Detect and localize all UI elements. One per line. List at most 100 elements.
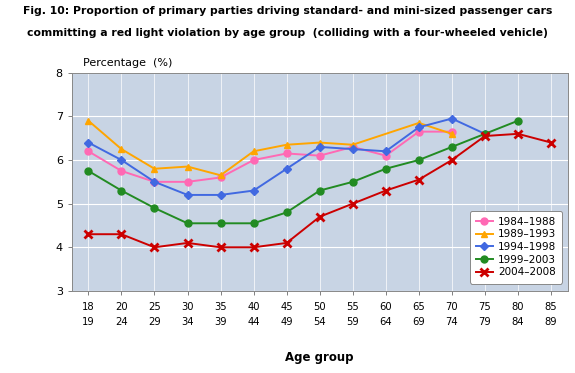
1994–1998 <box>448 116 455 121</box>
1994–1998 <box>217 193 224 197</box>
1994–1998 <box>85 140 92 145</box>
1984–1988 <box>448 129 455 134</box>
1994–1998 <box>349 147 356 151</box>
Text: 64: 64 <box>380 317 392 327</box>
Text: 54: 54 <box>313 317 326 327</box>
1999–2003 <box>382 166 389 171</box>
1999–2003 <box>85 169 92 173</box>
2004–2008 <box>415 178 422 182</box>
1994–1998 <box>382 149 389 154</box>
1989–1993 <box>448 132 455 136</box>
Legend: 1984–1988, 1989–1993, 1994–1998, 1999–2003, 2004–2008: 1984–1988, 1989–1993, 1994–1998, 1999–20… <box>470 211 562 283</box>
1989–1993 <box>118 147 125 151</box>
1999–2003 <box>481 132 488 136</box>
Text: 75: 75 <box>478 302 491 312</box>
Text: 19: 19 <box>82 317 95 327</box>
Text: 39: 39 <box>214 317 227 327</box>
Text: 80: 80 <box>512 302 524 312</box>
Text: 55: 55 <box>346 302 359 312</box>
1989–1993 <box>217 173 224 178</box>
Text: 24: 24 <box>115 317 128 327</box>
Text: 65: 65 <box>412 302 425 312</box>
Text: 18: 18 <box>82 302 95 312</box>
2004–2008 <box>85 232 92 236</box>
1994–1998 <box>151 180 158 184</box>
1999–2003 <box>250 221 257 226</box>
1994–1998 <box>415 125 422 129</box>
Text: 20: 20 <box>115 302 128 312</box>
1989–1993 <box>283 142 290 147</box>
1999–2003 <box>151 206 158 210</box>
1994–1998 <box>250 188 257 193</box>
Text: 35: 35 <box>214 302 227 312</box>
1999–2003 <box>184 221 191 226</box>
Text: 60: 60 <box>380 302 392 312</box>
2004–2008 <box>184 241 191 245</box>
1989–1993 <box>85 119 92 123</box>
Text: Age group: Age group <box>285 351 354 364</box>
Text: 25: 25 <box>148 302 161 312</box>
Text: 49: 49 <box>281 317 293 327</box>
Text: 69: 69 <box>412 317 425 327</box>
1994–1998 <box>283 166 290 171</box>
1989–1993 <box>151 166 158 171</box>
1989–1993 <box>250 149 257 154</box>
2004–2008 <box>118 232 125 236</box>
Text: 40: 40 <box>247 302 260 312</box>
1984–1988 <box>118 169 125 173</box>
1999–2003 <box>118 188 125 193</box>
2004–2008 <box>382 188 389 193</box>
1999–2003 <box>217 221 224 226</box>
1984–1988 <box>151 180 158 184</box>
1999–2003 <box>415 158 422 162</box>
1984–1988 <box>217 175 224 180</box>
Text: 44: 44 <box>247 317 260 327</box>
Line: 1994–1998: 1994–1998 <box>86 116 488 198</box>
1984–1988 <box>415 129 422 134</box>
Text: committing a red light violation by age group  (colliding with a four-wheeled ve: committing a red light violation by age … <box>27 28 548 38</box>
1984–1988 <box>283 151 290 156</box>
1984–1988 <box>85 149 92 154</box>
2004–2008 <box>349 201 356 206</box>
Text: 50: 50 <box>313 302 326 312</box>
Line: 1999–2003: 1999–2003 <box>85 117 522 227</box>
2004–2008 <box>250 245 257 250</box>
2004–2008 <box>448 158 455 162</box>
Line: 2004–2008: 2004–2008 <box>84 130 555 251</box>
Text: 85: 85 <box>545 302 557 312</box>
Text: 45: 45 <box>281 302 293 312</box>
1984–1988 <box>184 180 191 184</box>
Text: 89: 89 <box>545 317 557 327</box>
2004–2008 <box>316 214 323 219</box>
Line: 1989–1993: 1989–1993 <box>85 117 455 179</box>
Text: Fig. 10: Proportion of primary parties driving standard- and mini-sized passenge: Fig. 10: Proportion of primary parties d… <box>23 6 552 16</box>
Line: 1984–1988: 1984–1988 <box>85 128 455 185</box>
2004–2008 <box>481 134 488 138</box>
1989–1993 <box>316 140 323 145</box>
1984–1988 <box>316 153 323 158</box>
1984–1988 <box>349 145 356 149</box>
Text: 74: 74 <box>446 317 458 327</box>
Text: 70: 70 <box>446 302 458 312</box>
1994–1998 <box>118 158 125 162</box>
Text: 84: 84 <box>512 317 524 327</box>
1989–1993 <box>184 164 191 169</box>
1984–1988 <box>250 158 257 162</box>
2004–2008 <box>283 241 290 245</box>
1994–1998 <box>316 145 323 149</box>
Text: 34: 34 <box>181 317 194 327</box>
1989–1993 <box>415 121 422 125</box>
1994–1998 <box>481 132 488 136</box>
1989–1993 <box>349 142 356 147</box>
1999–2003 <box>349 180 356 184</box>
1984–1988 <box>382 153 389 158</box>
1999–2003 <box>515 119 522 123</box>
Text: 59: 59 <box>346 317 359 327</box>
1999–2003 <box>316 188 323 193</box>
Text: 79: 79 <box>478 317 491 327</box>
2004–2008 <box>515 132 522 136</box>
1999–2003 <box>448 145 455 149</box>
2004–2008 <box>151 245 158 250</box>
1994–1998 <box>184 193 191 197</box>
1999–2003 <box>283 210 290 214</box>
